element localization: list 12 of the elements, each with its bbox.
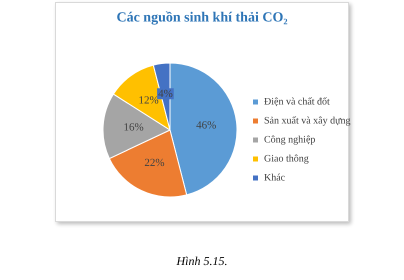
text: Hình 5.15. <box>176 254 228 268</box>
legend-label: Khác <box>264 172 286 184</box>
data-label: 22% <box>144 157 165 170</box>
data-label: 12% <box>138 94 159 106</box>
legend-label: Sản xuất và xây dựng <box>264 116 351 126</box>
data-label: 16% <box>123 122 144 134</box>
chart-title: Các nguồn sinh khí thải CO₂ <box>116 10 288 26</box>
data-label: 46% <box>196 119 216 132</box>
data-label: 4% <box>158 88 173 100</box>
legend-label: Công nghiệp <box>264 134 316 146</box>
legend-label: Điện và chất đốt <box>264 96 330 108</box>
legend-label: Giao thông <box>264 154 309 164</box>
